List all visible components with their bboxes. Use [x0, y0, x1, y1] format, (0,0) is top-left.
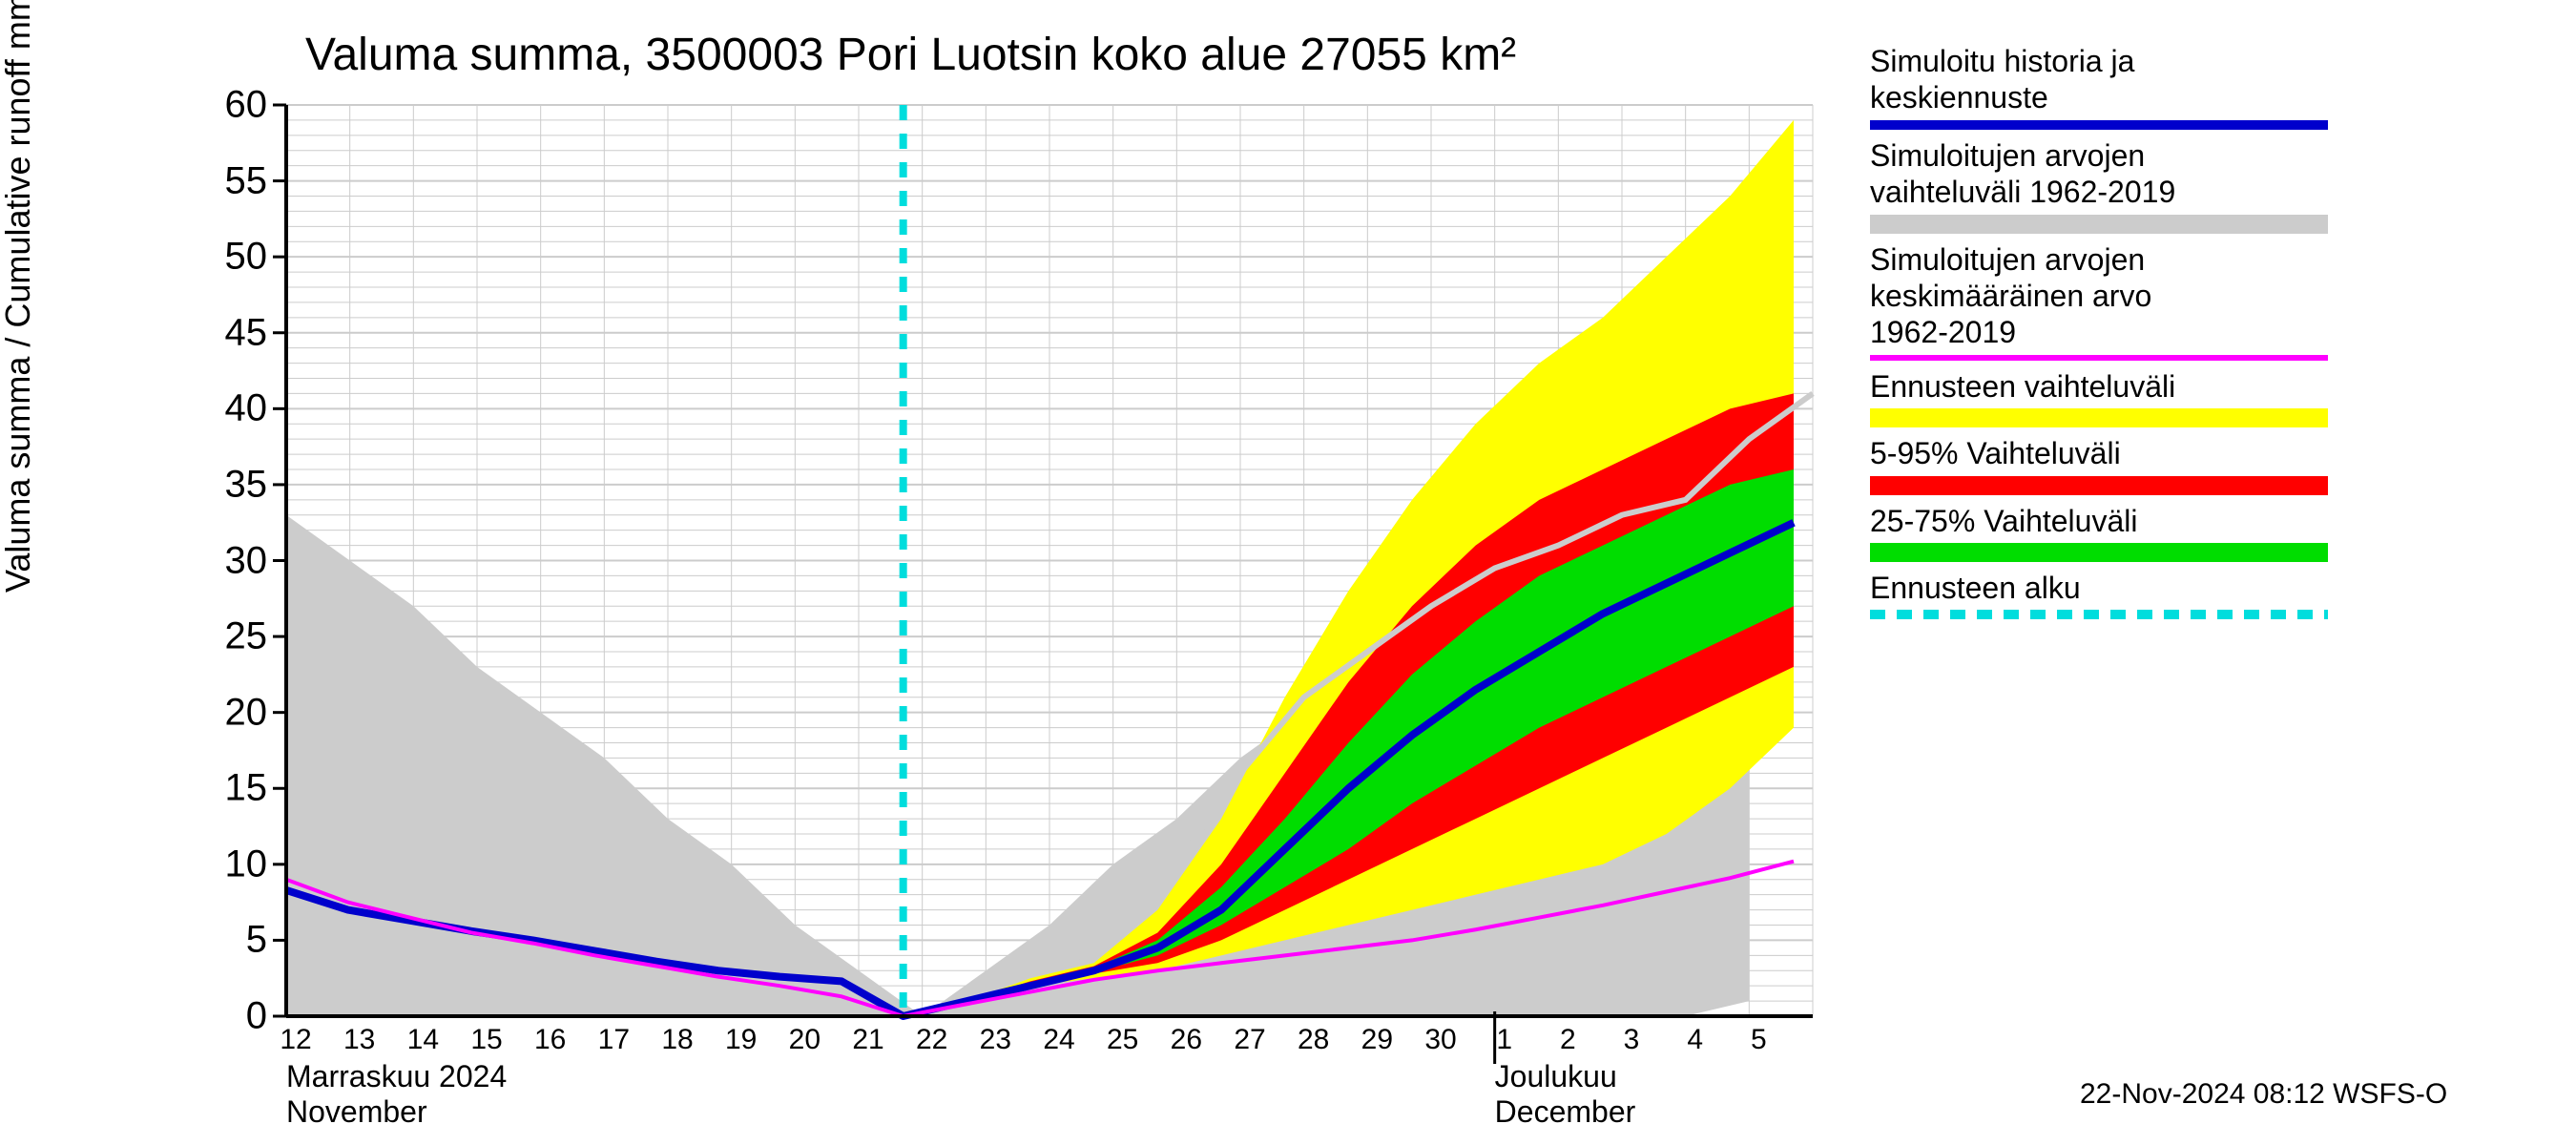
legend-item: Ennusteen alku: [1870, 570, 2366, 619]
legend-text: Simuloitujen arvojen: [1870, 241, 2366, 278]
legend-item: Simuloitu historia jakeskiennuste: [1870, 43, 2366, 130]
y-tick-label: 40: [191, 387, 267, 430]
x-tick-label: 17: [598, 1024, 630, 1056]
x-tick-label: 5: [1751, 1024, 1767, 1056]
x-tick-label: 25: [1107, 1024, 1138, 1056]
legend-swatch: [1870, 215, 2328, 234]
y-tick-label: 30: [191, 539, 267, 582]
legend-item: 25-75% Vaihteluväli: [1870, 503, 2366, 562]
legend-text: Ennusteen alku: [1870, 570, 2366, 606]
x-tick-label: 20: [789, 1024, 821, 1056]
x-tick-label: 12: [280, 1024, 311, 1056]
footer-timestamp: 22-Nov-2024 08:12 WSFS-O: [2080, 1078, 2447, 1111]
y-tick-label: 20: [191, 691, 267, 734]
x-tick-label: 14: [407, 1024, 439, 1056]
legend-text: 5-95% Vaihteluväli: [1870, 435, 2366, 471]
y-tick-label: 55: [191, 159, 267, 202]
x-tick-label: 28: [1298, 1024, 1329, 1056]
legend-item: Ennusteen vaihteluväli: [1870, 368, 2366, 427]
x-tick-label: 29: [1361, 1024, 1393, 1056]
legend: Simuloitu historia jakeskiennusteSimuloi…: [1870, 43, 2366, 627]
y-tick-label: 0: [191, 995, 267, 1038]
x-tick-label: 23: [980, 1024, 1011, 1056]
legend-swatch: [1870, 543, 2328, 562]
x-tick-label: 1: [1496, 1024, 1512, 1056]
legend-swatch: [1870, 476, 2328, 495]
y-tick-label: 10: [191, 843, 267, 885]
legend-text: 1962-2019: [1870, 314, 2366, 350]
y-tick-label: 25: [191, 615, 267, 658]
legend-text: Simuloitu historia ja: [1870, 43, 2366, 79]
x-tick-label: 30: [1424, 1024, 1456, 1056]
x-tick-label: 13: [343, 1024, 375, 1056]
x-tick-label: 19: [725, 1024, 757, 1056]
legend-swatch: [1870, 610, 2328, 619]
x-tick-label: 27: [1234, 1024, 1265, 1056]
y-tick-label: 45: [191, 311, 267, 354]
legend-item: Simuloitujen arvojenkeskimääräinen arvo …: [1870, 241, 2366, 361]
legend-text: vaihteluväli 1962-2019: [1870, 174, 2366, 210]
legend-swatch: [1870, 120, 2328, 130]
legend-swatch: [1870, 355, 2328, 361]
x-tick-label: 4: [1687, 1024, 1703, 1056]
y-tick-label: 50: [191, 236, 267, 279]
y-tick-label: 15: [191, 767, 267, 810]
x-tick-label: 24: [1043, 1024, 1074, 1056]
legend-swatch: [1870, 408, 2328, 427]
legend-text: keskiennuste: [1870, 79, 2366, 115]
x-month-label: JoulukuuDecember: [1495, 1059, 1636, 1130]
legend-text: Ennusteen vaihteluväli: [1870, 368, 2366, 405]
x-tick-label: 2: [1560, 1024, 1576, 1056]
legend-item: 5-95% Vaihteluväli: [1870, 435, 2366, 494]
x-tick-label: 21: [852, 1024, 883, 1056]
x-tick-label: 18: [661, 1024, 693, 1056]
y-axis-label: Valuma summa / Cumulative runoff mm: [0, 0, 38, 593]
x-tick-label: 22: [916, 1024, 947, 1056]
plot-area: [286, 105, 1813, 1016]
legend-item: Simuloitujen arvojenvaihteluväli 1962-20…: [1870, 137, 2366, 234]
x-month-label: Marraskuu 2024November: [286, 1059, 507, 1130]
y-tick-label: 35: [191, 463, 267, 506]
x-tick-label: 26: [1171, 1024, 1202, 1056]
legend-text: Simuloitujen arvojen: [1870, 137, 2366, 174]
x-tick-label: 16: [534, 1024, 566, 1056]
legend-text: keskimääräinen arvo: [1870, 278, 2366, 314]
chart-container: Valuma summa / Cumulative runoff mm Valu…: [0, 0, 2576, 1145]
x-tick-label: 3: [1624, 1024, 1640, 1056]
chart-title: Valuma summa, 3500003 Pori Luotsin koko …: [305, 29, 1516, 81]
y-tick-label: 60: [191, 84, 267, 127]
x-tick-label: 15: [470, 1024, 502, 1056]
y-tick-label: 5: [191, 919, 267, 962]
legend-text: 25-75% Vaihteluväli: [1870, 503, 2366, 539]
